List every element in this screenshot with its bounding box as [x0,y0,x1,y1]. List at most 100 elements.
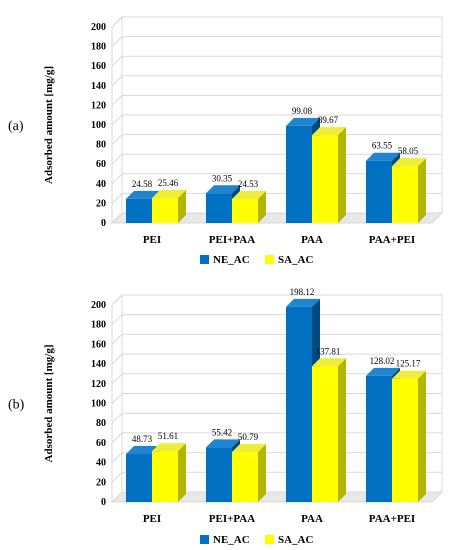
chart-a: 0 20 40 60 80 100 120 140 160 180 200 Adsorbed amou… [0,0,469,270]
bar-top [126,190,160,199]
y-tick-label: 60 [96,438,106,449]
bar-front [366,375,392,502]
chart-a-svg: 0 20 40 60 80 100 120 140 160 180 200 Adsorbed amou… [8,15,444,266]
legend-label: NE_AC [213,254,250,266]
bar-side [258,443,266,502]
data-label: 198.12 [290,287,315,297]
y-tick-label: 100 [91,399,106,410]
category-label: PAA+PEI [369,234,415,246]
y-tick-label: 180 [91,42,106,53]
bar-side [338,358,346,502]
y-tick-label: 160 [91,61,106,72]
bar-SA_AC-PEI [152,190,186,223]
bar-top [392,370,426,379]
legend-label: NE_AC [213,534,250,546]
bar-SA_AC-PAA+PEI [392,158,426,223]
gridline [111,333,442,345]
data-label: 48.73 [132,434,153,444]
data-label: 89.67 [318,115,339,125]
bar-top [232,443,266,452]
bar-front [286,125,312,223]
y-tick-label: 100 [91,120,106,131]
bar-front [152,451,178,502]
panel-label: (a) [8,119,24,134]
data-label: 24.53 [238,179,259,189]
bar-SA_AC-PEI+PAA [232,443,266,502]
data-label: 30.35 [212,173,233,183]
data-label: 55.42 [212,427,232,437]
gridline [111,16,442,28]
bar-front [152,198,178,223]
category-label: PEI+PAA [209,234,255,246]
bar-top [366,152,400,161]
category-label: PEI+PAA [209,513,255,525]
bar-top [366,367,400,376]
gridline [111,314,442,326]
y-tick-label: 60 [96,159,106,170]
gridline [111,94,442,106]
y-tick-label: 40 [96,179,106,190]
gridline [111,114,442,126]
bar-front [366,160,392,223]
bar-front [392,166,418,223]
bar-side [178,443,186,502]
legend-swatch [265,535,274,544]
panel-label: (b) [8,398,25,413]
y-tick-label: 20 [96,198,106,209]
bar-side [178,190,186,223]
bar-side [418,370,426,502]
y-tick-label: 120 [91,100,106,111]
bar-top [206,185,240,194]
category-label: PAA [301,513,323,525]
y-tick-label: 0 [101,497,106,508]
category-label: PEI [143,234,161,246]
bar-top [126,446,160,455]
legend-swatch [200,255,209,264]
chart-b: 0 20 40 60 80 100 120 140 160 180 200 Adsorbed amou… [0,278,469,550]
data-label: 125.17 [396,359,421,369]
data-label: 51.61 [158,431,178,441]
bar-front [286,306,312,502]
y-tick-label: 80 [96,140,106,151]
bar-side [418,158,426,223]
gridline [111,55,442,67]
bar-top [312,358,346,367]
data-label: 137.81 [316,346,341,356]
bar-front [312,135,338,223]
category-label: PAA [301,234,323,246]
y-tick-label: 200 [91,300,106,311]
legend-swatch [265,255,274,264]
y-tick-label: 20 [96,477,106,488]
bar-SA_AC-PEI [152,443,186,502]
bar-front [206,193,232,223]
bar-front [392,378,418,502]
data-label: 128.02 [370,356,395,366]
bar-front [232,198,258,223]
y-tick-label: 80 [96,418,106,429]
legend-label: SA_AC [278,534,314,546]
data-label: 24.58 [132,179,153,189]
bar-top [152,190,186,199]
bar-top [206,439,240,448]
bar-SA_AC-PEI+PAA [232,190,266,223]
data-label: 99.08 [292,106,313,116]
y-axis-label: Adsorbed amount [mg/g] [43,345,55,463]
y-tick-label: 180 [91,320,106,331]
gridline [111,294,442,306]
bar-front [312,366,338,502]
y-tick-label: 140 [91,359,106,370]
data-label: 63.55 [372,141,393,151]
gridline [111,353,442,365]
gridline [111,75,442,87]
data-label: 25.46 [158,178,179,188]
data-label: 50.79 [238,432,259,442]
category-label: PAA+PEI [369,513,415,525]
legend-label: SA_AC [278,254,314,266]
bar-SA_AC-PAA [312,358,346,502]
bar-SA_AC-PAA [312,127,346,223]
bar-side [338,127,346,223]
y-tick-label: 160 [91,339,106,350]
legend-swatch [200,535,209,544]
bar-top [286,117,320,126]
y-tick-label: 120 [91,379,106,390]
